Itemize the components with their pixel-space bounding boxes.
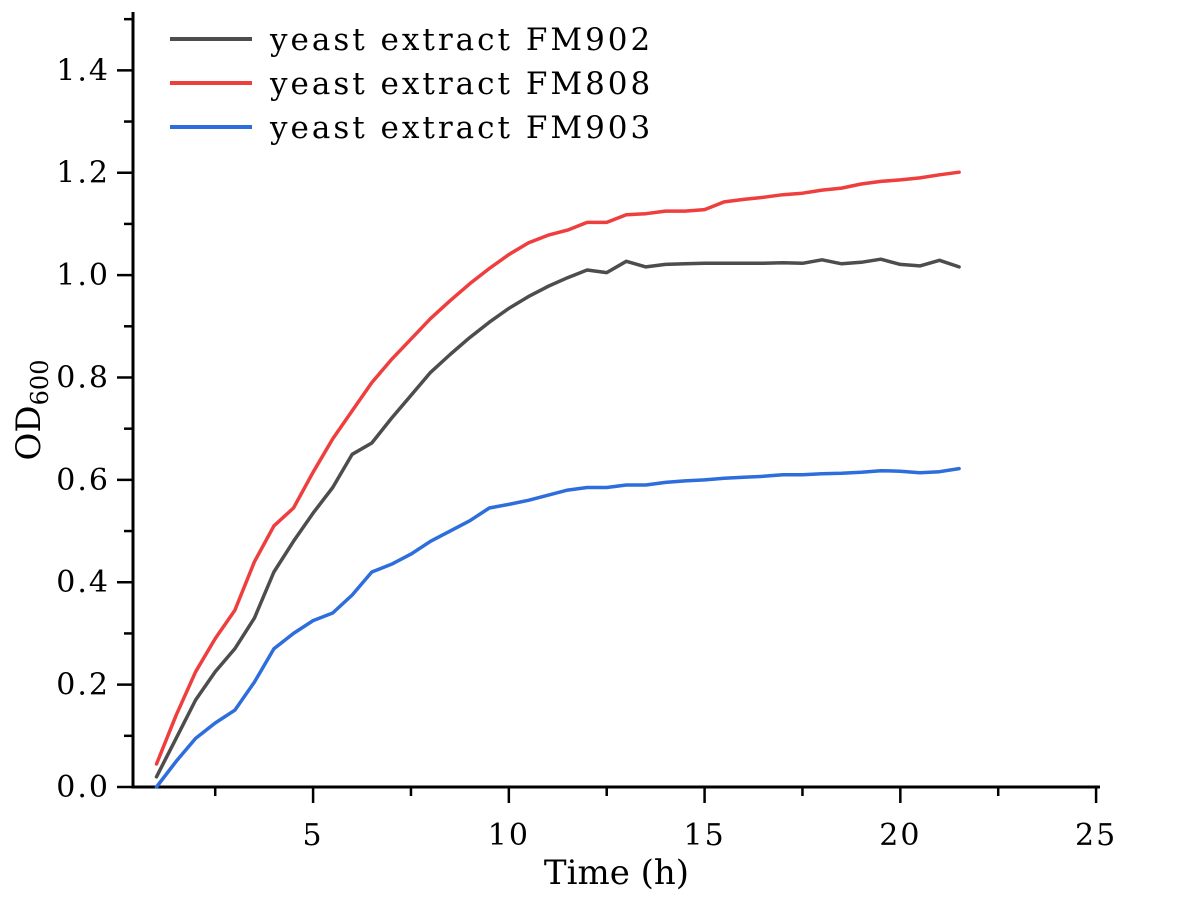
legend-item-yeast-extract-FM808: yeast extract FM808 xyxy=(170,66,653,102)
x-axis-title: Time (h) xyxy=(544,853,689,893)
legend-label-yeast-extract-FM903: yeast extract FM903 xyxy=(269,110,653,146)
y-tick-label: 0.0 xyxy=(56,770,110,805)
series-line-yeast-extract-FM902 xyxy=(154,257,961,779)
y-tick-label: 1.0 xyxy=(56,258,110,293)
x-tick-label: 5 xyxy=(303,818,324,853)
legend-label-yeast-extract-FM808: yeast extract FM808 xyxy=(269,66,653,102)
x-tick-label: 15 xyxy=(683,818,725,853)
y-tick-label: 0.2 xyxy=(56,668,110,703)
x-tick-label: 10 xyxy=(488,818,530,853)
series-line-yeast-extract-FM903 xyxy=(154,466,961,789)
y-tick-label: 0.6 xyxy=(56,463,110,498)
legend: yeast extract FM902 yeast extract FM808 ye… xyxy=(170,22,653,146)
x-tick-label: 20 xyxy=(879,818,921,853)
x-tick-label: 25 xyxy=(1075,818,1117,853)
legend-label-yeast-extract-FM902: yeast extract FM902 xyxy=(269,22,653,58)
y-tick-label: 1.4 xyxy=(56,53,110,88)
y-axis-title: OD600 xyxy=(9,360,54,461)
y-tick-label: 1.2 xyxy=(56,156,110,191)
y-tick-label: 0.8 xyxy=(56,360,110,395)
legend-item-yeast-extract-FM903: yeast extract FM903 xyxy=(170,110,653,146)
legend-item-yeast-extract-FM902: yeast extract FM902 xyxy=(170,22,653,58)
y-tick-label: 0.4 xyxy=(56,565,110,600)
series-line-yeast-extract-FM808 xyxy=(154,170,961,766)
